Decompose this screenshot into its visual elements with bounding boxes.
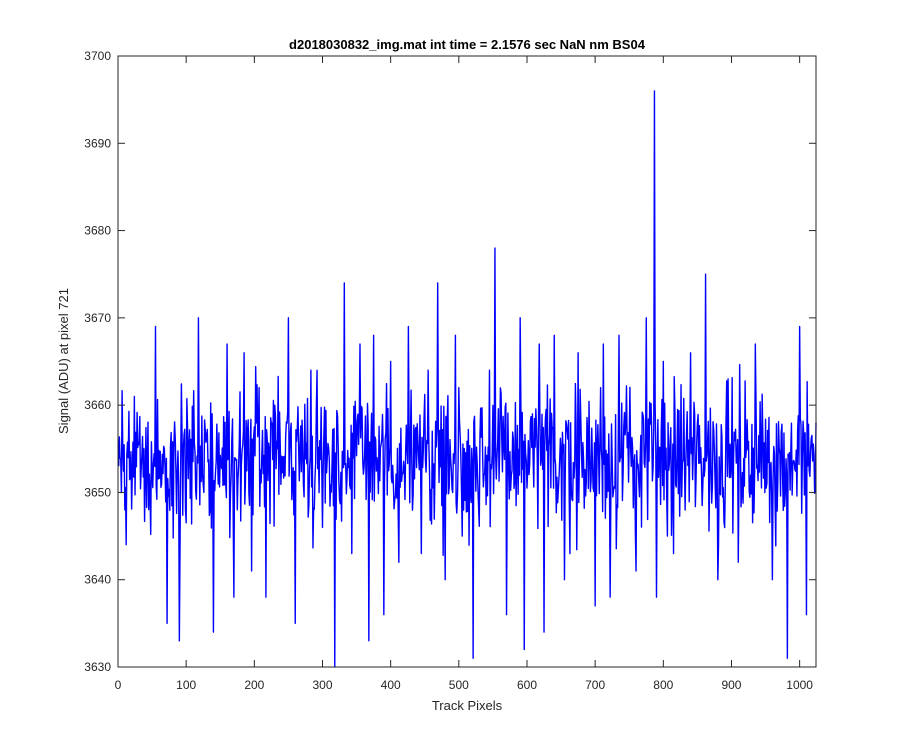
x-tick-label: 200 [244, 678, 264, 692]
x-tick-label: 600 [517, 678, 537, 692]
x-tick-label: 800 [653, 678, 673, 692]
y-tick-label: 3660 [84, 398, 111, 412]
y-tick-label: 3680 [84, 224, 111, 238]
series-layer [117, 90, 817, 668]
x-axis-label: Track Pixels [432, 698, 503, 713]
y-tick-label: 3700 [84, 49, 111, 63]
y-axis-ticks: 3630 3640 3650 3660 3670 3680 3690 3700 [84, 49, 816, 674]
y-tick-label: 3690 [84, 136, 111, 150]
x-tick-label: 100 [176, 678, 196, 692]
x-tick-label: 500 [449, 678, 469, 692]
x-tick-label: 900 [721, 678, 741, 692]
axes-box [117, 55, 817, 668]
y-tick-label: 3640 [84, 573, 111, 587]
y-tick-label: 3630 [84, 660, 111, 674]
y-axis-label: Signal (ADU) at pixel 721 [56, 288, 71, 434]
x-tick-label: 0 [115, 678, 122, 692]
y-tick-label: 3670 [84, 311, 111, 325]
signal-series-line [117, 90, 817, 668]
x-tick-label: 1000 [786, 678, 813, 692]
chart-title: d2018030832_img.mat int time = 2.1576 se… [289, 37, 646, 52]
x-axis-ticks: 0 100 200 300 400 500 600 700 800 900 1000 [115, 56, 813, 692]
plot-area [118, 56, 816, 667]
x-tick-label: 700 [585, 678, 605, 692]
x-tick-label: 400 [381, 678, 401, 692]
y-tick-label: 3650 [84, 485, 111, 499]
x-tick-label: 300 [312, 678, 332, 692]
